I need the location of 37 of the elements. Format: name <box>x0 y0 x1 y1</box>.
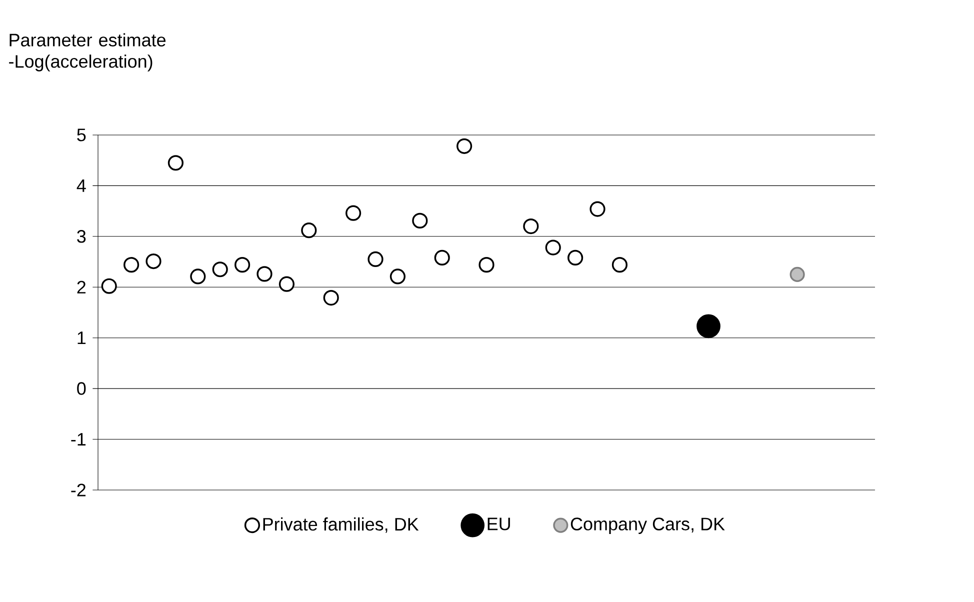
point <box>390 268 406 284</box>
y-tick-label: -2 <box>71 484 86 496</box>
point <box>278 276 295 292</box>
legend-label: Company Cars, DK <box>570 518 725 534</box>
legend-label: EU <box>488 518 510 530</box>
y-tick-label: 2 <box>77 280 86 294</box>
point <box>696 314 720 338</box>
point <box>568 250 584 266</box>
point <box>412 212 428 228</box>
point <box>190 268 206 284</box>
point <box>523 218 539 234</box>
point <box>146 253 162 270</box>
point <box>256 266 272 282</box>
point <box>234 257 250 273</box>
point <box>212 262 228 278</box>
y-tick-label: 3 <box>77 230 86 243</box>
point <box>434 250 450 266</box>
point <box>124 257 140 273</box>
y-axis-title: Parameter estimate -Log(acceleration) <box>9 33 166 72</box>
point <box>168 155 184 171</box>
point <box>612 257 628 273</box>
point <box>456 138 472 154</box>
y-tick-label: 4 <box>76 180 86 192</box>
point <box>545 240 561 256</box>
y-tick-label: 1 <box>78 332 86 344</box>
point <box>790 266 805 282</box>
y-tick-label: 5 <box>77 128 86 142</box>
point <box>101 278 117 294</box>
y-tick-label: -1 <box>71 433 86 446</box>
point <box>368 251 384 268</box>
point <box>323 290 339 306</box>
point <box>590 201 606 217</box>
y-tick-label: 0 <box>77 382 86 395</box>
point <box>346 205 362 221</box>
point <box>301 222 317 238</box>
point <box>478 257 494 273</box>
legend-label: Private families, DK <box>263 517 419 533</box>
